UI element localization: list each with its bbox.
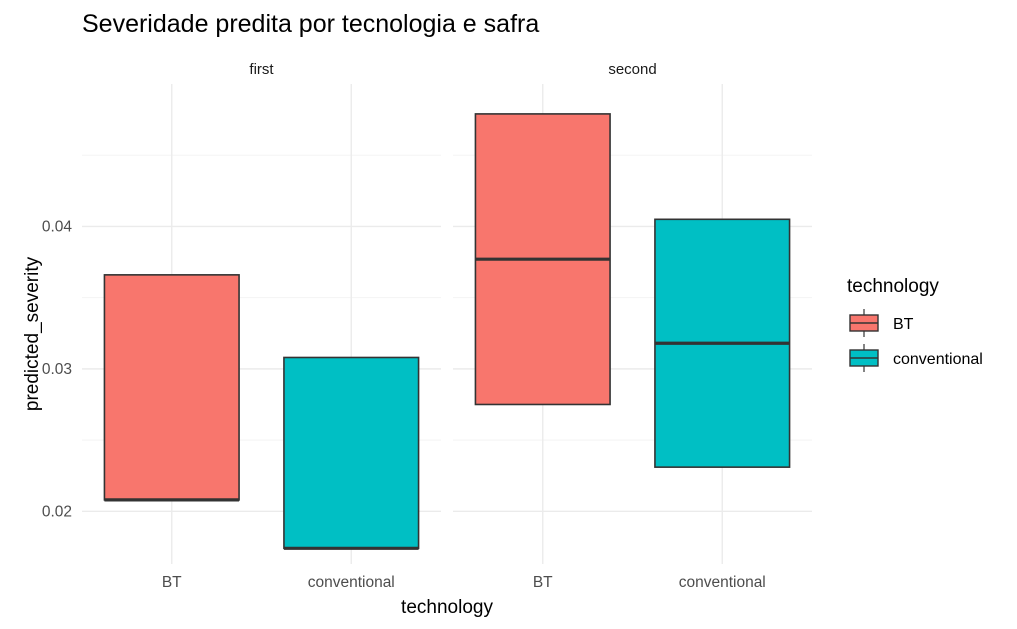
facet-strip-label: first bbox=[249, 61, 274, 78]
chart-title: Severidade predita por tecnologia e safr… bbox=[82, 10, 539, 38]
panels: first BT conventional second BT conventional bbox=[82, 61, 812, 591]
legend-item-conventional: conventional bbox=[849, 344, 983, 372]
box-bt bbox=[103, 274, 240, 501]
x-tick-label: conventional bbox=[679, 574, 766, 591]
y-axis: 0.02 0.03 0.04 bbox=[42, 218, 73, 520]
facet-strip-label: second bbox=[608, 61, 656, 78]
facet-panel-second: second BT conventional bbox=[453, 61, 812, 591]
y-tick-label: 0.03 bbox=[42, 361, 72, 378]
x-axis-title: technology bbox=[401, 597, 493, 618]
legend-label: BT bbox=[893, 316, 914, 333]
x-tick-label: conventional bbox=[308, 574, 395, 591]
legend-label: conventional bbox=[893, 351, 983, 368]
legend-item-bt: BT bbox=[849, 309, 914, 337]
facet-panel-first: first BT conventional bbox=[82, 61, 441, 591]
y-tick-label: 0.04 bbox=[42, 218, 73, 235]
y-tick-label: 0.02 bbox=[42, 503, 72, 520]
box-conventional bbox=[283, 356, 420, 550]
y-axis-title: predicted_severity bbox=[22, 256, 43, 411]
x-tick-label: BT bbox=[533, 574, 553, 591]
legend: technology BT conventional bbox=[847, 276, 983, 372]
x-tick-label: BT bbox=[162, 574, 182, 591]
legend-title: technology bbox=[847, 276, 939, 297]
